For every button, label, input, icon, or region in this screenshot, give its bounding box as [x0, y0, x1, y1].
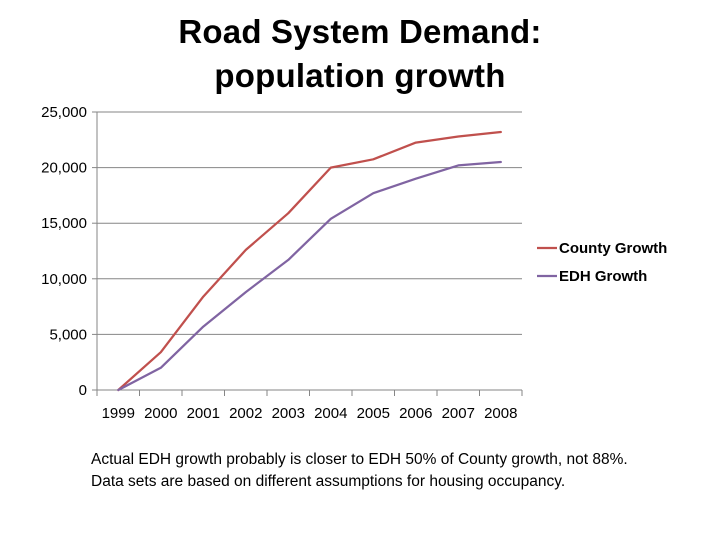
footnote: Actual EDH growth probably is closer to … — [91, 449, 711, 493]
y-tick-label: 15,000 — [41, 215, 87, 232]
y-tick-label: 20,000 — [41, 160, 87, 177]
x-tick-label: 2007 — [442, 405, 475, 422]
footnote-line-1: Actual EDH growth probably is closer to … — [91, 451, 628, 468]
x-tick-label: 1999 — [102, 405, 135, 422]
x-tick-label: 2006 — [399, 405, 432, 422]
legend-label-county-growth: County Growth — [559, 240, 667, 257]
x-tick-label: 2003 — [272, 405, 305, 422]
footnote-line-2: Data sets are based on different assumpt… — [91, 473, 566, 490]
y-tick-label: 5,000 — [49, 326, 87, 343]
x-tick-label: 2002 — [229, 405, 262, 422]
x-tick-label: 2001 — [187, 405, 220, 422]
x-tick-label: 2008 — [484, 405, 517, 422]
y-tick-label: 10,000 — [41, 271, 87, 288]
x-tick-label: 2005 — [357, 405, 390, 422]
series-line-edh-growth — [117, 160, 502, 392]
slide-title: Road System Demand: population growth — [0, 10, 720, 98]
y-tick-label: 25,000 — [41, 104, 87, 121]
x-tick-label: 2000 — [144, 405, 177, 422]
x-tick-label: 2004 — [314, 405, 347, 422]
slide-title-line-1: Road System Demand: — [178, 13, 542, 50]
slide-title-line-2: population growth — [214, 57, 506, 94]
series-line-county-growth — [117, 130, 502, 392]
y-tick-label: 0 — [79, 382, 87, 399]
legend-label-edh-growth: EDH Growth — [559, 268, 647, 285]
